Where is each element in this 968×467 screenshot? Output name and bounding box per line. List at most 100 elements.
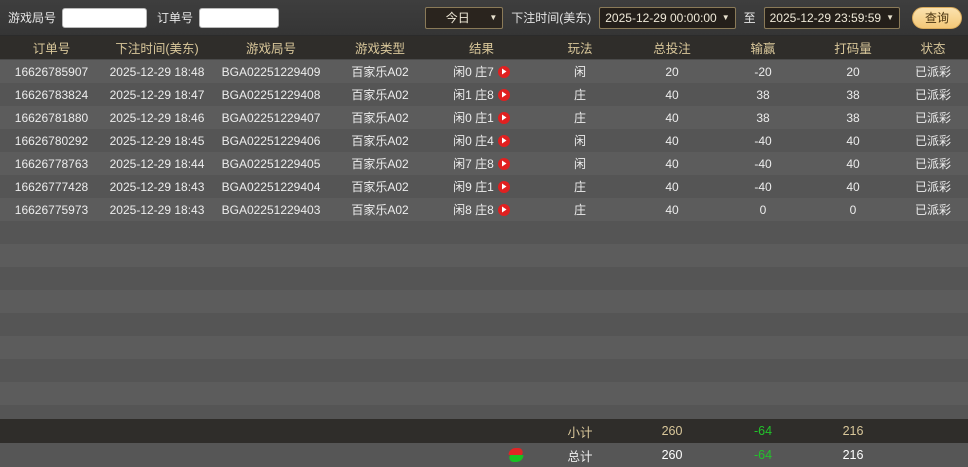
cell-order-no: 16626777428 [0, 175, 103, 198]
table-row[interactable]: 16626778763 2025-12-29 18:44 BGA0225122940… [0, 152, 968, 175]
cell-result: 闲0 庄1 [429, 106, 534, 129]
cell-play: 闲 [534, 59, 626, 83]
col-header-bet-time[interactable]: 下注时间(美东) [103, 36, 211, 60]
play-icon[interactable] [497, 111, 510, 124]
cell-game-type: 百家乐A02 [331, 175, 429, 198]
cell-round-no: BGA02251229406 [211, 129, 331, 152]
col-header-round-no[interactable]: 游戏局号 [211, 36, 331, 60]
cell-bet-time: 2025-12-29 18:43 [103, 198, 211, 221]
play-icon[interactable] [497, 134, 510, 147]
cell-bet-time: 2025-12-29 18:47 [103, 83, 211, 106]
chevron-down-icon: ▼ [886, 12, 894, 22]
play-icon[interactable] [497, 203, 510, 216]
empty-row [0, 244, 968, 267]
cell-play: 闲 [534, 152, 626, 175]
play-icon[interactable] [497, 88, 510, 101]
red-green-balance-icon [508, 448, 524, 463]
col-header-status[interactable]: 状态 [898, 36, 968, 60]
cell-game-type: 百家乐A02 [331, 59, 429, 83]
table-row[interactable]: 16626775973 2025-12-29 18:43 BGA0225122940… [0, 198, 968, 221]
totals-table: 小计 260 -64 216 [0, 419, 968, 467]
empty-row [0, 405, 968, 419]
cell-play: 庄 [534, 175, 626, 198]
cell-round-no: BGA02251229408 [211, 83, 331, 106]
result-text: 闲1 庄8 [453, 88, 494, 102]
period-select[interactable]: 今日 ▼ [425, 6, 504, 29]
cell-win-loss: 38 [718, 106, 808, 129]
empty-row [0, 359, 968, 382]
cell-total-bet: 20 [626, 59, 718, 83]
cell-order-no: 16626783824 [0, 83, 103, 106]
table-header-row: 订单号 下注时间(美东) 游戏局号 游戏类型 结果 玩法 总投注 输赢 打码量 … [0, 36, 968, 60]
totals-footer: 小计 260 -64 216 [0, 419, 968, 467]
game-round-input[interactable] [62, 7, 148, 28]
date-from-value: 2025-12-29 00:00:00 [605, 10, 717, 25]
subtotal-row: 小计 260 -64 216 [0, 419, 968, 443]
table-body: 16626785907 2025-12-29 18:48 BGA0225122940… [0, 59, 968, 221]
order-no-input[interactable] [199, 7, 280, 28]
subtotal-label: 小计 [534, 419, 626, 443]
date-to-picker[interactable]: 2025-12-29 23:59:59 ▼ [763, 6, 900, 29]
result-text: 闲7 庄8 [453, 157, 494, 171]
date-range-separator: 至 [743, 11, 756, 25]
records-table: 订单号 下注时间(美东) 游戏局号 游戏类型 结果 玩法 总投注 输赢 打码量 … [0, 36, 968, 221]
filter-toolbar: 游戏局号 订单号 今日 ▼ 下注时间(美东) 2025-12-29 00:00:… [0, 0, 968, 36]
cell-win-loss: -40 [718, 129, 808, 152]
cell-result: 闲7 庄8 [429, 152, 534, 175]
cell-play: 闲 [534, 129, 626, 152]
query-button-label: 查询 [924, 11, 949, 25]
col-header-order-no[interactable]: 订单号 [0, 36, 103, 60]
cell-result: 闲9 庄1 [429, 175, 534, 198]
empty-row [0, 221, 968, 244]
grandtotal-win-loss: -64 [718, 443, 808, 467]
cell-order-no: 16626781880 [0, 106, 103, 129]
order-no-label: 订单号 [157, 11, 194, 25]
play-icon[interactable] [497, 65, 510, 78]
cell-result: 闲0 庄7 [429, 59, 534, 83]
empty-row [0, 382, 968, 405]
col-header-total-bet[interactable]: 总投注 [626, 36, 718, 60]
chevron-down-icon: ▼ [721, 12, 730, 22]
grandtotal-label: 总计 [534, 443, 626, 467]
cell-order-no: 16626780292 [0, 129, 103, 152]
cell-status: 已派彩 [898, 129, 968, 152]
cell-result: 闲0 庄4 [429, 129, 534, 152]
subtotal-win-loss: -64 [718, 419, 808, 443]
cell-order-no: 16626778763 [0, 152, 103, 175]
cell-win-loss: -40 [718, 175, 808, 198]
cell-game-type: 百家乐A02 [331, 152, 429, 175]
table-row[interactable]: 16626785907 2025-12-29 18:48 BGA0225122940… [0, 59, 968, 83]
grandtotal-row: 总计 260 -64 216 [0, 443, 968, 467]
cell-win-loss: -20 [718, 59, 808, 83]
col-header-win-loss[interactable]: 输赢 [718, 36, 808, 60]
cell-status: 已派彩 [898, 106, 968, 129]
result-text: 闲8 庄8 [453, 203, 494, 217]
play-icon[interactable] [497, 180, 510, 193]
cell-bet-time: 2025-12-29 18:43 [103, 175, 211, 198]
col-header-turnover[interactable]: 打码量 [808, 36, 898, 60]
table-row[interactable]: 16626777428 2025-12-29 18:43 BGA0225122940… [0, 175, 968, 198]
col-header-result[interactable]: 结果 [429, 36, 534, 60]
table-row[interactable]: 16626780292 2025-12-29 18:45 BGA0225122940… [0, 129, 968, 152]
cell-bet-time: 2025-12-29 18:48 [103, 59, 211, 83]
col-header-play[interactable]: 玩法 [534, 36, 626, 60]
date-from-picker[interactable]: 2025-12-29 00:00:00 ▼ [599, 6, 736, 29]
empty-row [0, 336, 968, 359]
empty-rows-filler [0, 221, 968, 419]
result-text: 闲9 庄1 [453, 180, 494, 194]
cell-result: 闲8 庄8 [429, 198, 534, 221]
cell-total-bet: 40 [626, 175, 718, 198]
cell-result: 闲1 庄8 [429, 83, 534, 106]
cell-turnover: 40 [808, 175, 898, 198]
cell-round-no: BGA02251229403 [211, 198, 331, 221]
col-header-game-type[interactable]: 游戏类型 [331, 36, 429, 60]
cell-play: 庄 [534, 106, 626, 129]
query-button[interactable]: 查询 [911, 6, 962, 29]
cell-turnover: 20 [808, 59, 898, 83]
play-icon[interactable] [497, 157, 510, 170]
cell-status: 已派彩 [898, 83, 968, 106]
cell-turnover: 40 [808, 152, 898, 175]
table-row[interactable]: 16626781880 2025-12-29 18:46 BGA0225122940… [0, 106, 968, 129]
table-row[interactable]: 16626783824 2025-12-29 18:47 BGA0225122940… [0, 83, 968, 106]
